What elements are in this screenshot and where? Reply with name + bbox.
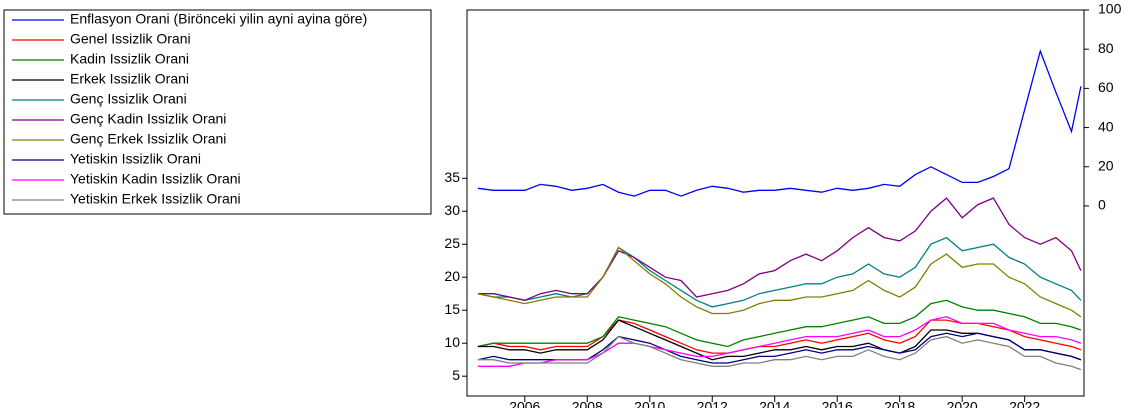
y-tick-label: 5 (452, 367, 460, 383)
legend-box (3, 9, 432, 215)
legend-label: Enflasyon Orani (Birönceki yilin ayni ay… (70, 11, 367, 27)
y2-tick-label: 0 (1098, 197, 1106, 213)
x-tick-label: 2012 (697, 399, 728, 408)
series-line (477, 236, 1082, 308)
x-tick-label: 2010 (634, 399, 665, 408)
y-tick-label: 35 (444, 169, 460, 185)
legend-label: Erkek Issizlik Orani (70, 71, 189, 87)
legend-label: Genç Issizlik Orani (70, 91, 187, 107)
x-tick-label: 2018 (884, 399, 915, 408)
y2-tick-label: 20 (1098, 157, 1114, 173)
legend-label: Yetiskin Issizlik Orani (70, 151, 201, 167)
legend-label: Genç Erkek Issizlik Orani (70, 131, 226, 147)
series-line (477, 319, 1082, 354)
legend-label: Yetiskin Erkek Issizlik Orani (70, 191, 241, 207)
x-tick-label: 2020 (947, 399, 978, 408)
x-tick-label: 2022 (1009, 399, 1040, 408)
series-line (477, 335, 1082, 371)
legend-label: Kadin Issizlik Orani (70, 51, 189, 67)
x-tick-label: 2008 (572, 399, 603, 408)
series-line (477, 316, 1082, 367)
y-tick-label: 20 (444, 268, 460, 284)
series-line (477, 299, 1082, 348)
y2-tick-label: 100 (1098, 1, 1122, 17)
y2-tick-label: 80 (1098, 40, 1114, 56)
x-tick-label: 2006 (509, 399, 540, 408)
y2-tick-label: 60 (1098, 79, 1114, 95)
y-tick-label: 25 (444, 235, 460, 251)
x-tick-label: 2016 (822, 399, 853, 408)
y2-tick-label: 40 (1098, 118, 1114, 134)
x-tick-label: 2014 (759, 399, 790, 408)
series-line (477, 332, 1082, 364)
legend-label: Yetiskin Kadin Issizlik Orani (70, 171, 241, 187)
y-tick-label: 30 (444, 202, 460, 218)
y-tick-label: 10 (444, 334, 460, 350)
y-tick-label: 15 (444, 301, 460, 317)
series-line (477, 48, 1082, 197)
legend-label: Genel Issizlik Orani (70, 31, 191, 47)
series-line (477, 197, 1082, 301)
plot-frame (466, 9, 1085, 397)
series-line (477, 246, 1082, 318)
legend-label: Genç Kadin Issizlik Orani (70, 111, 226, 127)
